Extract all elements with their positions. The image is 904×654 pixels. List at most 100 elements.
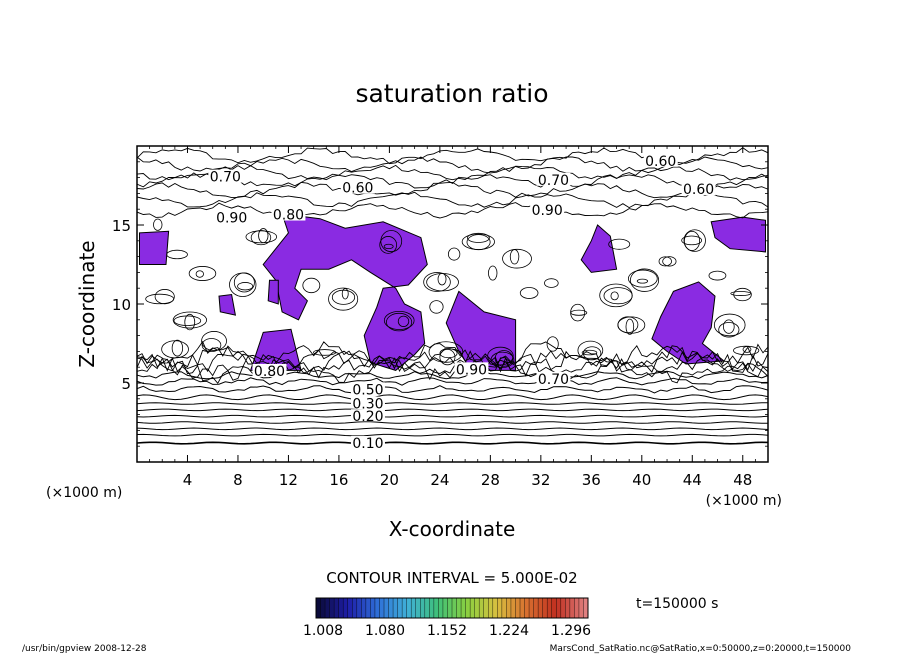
- contour-loop: [488, 265, 498, 281]
- x-axis-label: X-coordinate: [389, 517, 516, 541]
- contour-loop: [617, 316, 639, 334]
- colorbar-strip: [356, 598, 362, 618]
- contour-loop: [570, 303, 586, 322]
- colorbar-strip: [501, 598, 507, 618]
- x-tick-label: 20: [380, 471, 399, 489]
- colorbar-strip: [411, 598, 417, 618]
- y-tick-label: 5: [121, 375, 131, 393]
- contour-loop: [302, 277, 321, 294]
- x-unit-label: (×1000 m): [706, 493, 782, 509]
- contour-loop: [383, 243, 394, 250]
- contour-loop: [487, 346, 514, 366]
- contour-loop: [599, 283, 633, 308]
- contour-label-bg: [252, 363, 287, 377]
- colorbar-strip: [393, 598, 398, 618]
- contour-loop: [742, 346, 752, 353]
- contour-label: 0.80: [273, 208, 304, 224]
- contour-line: [137, 172, 768, 190]
- contour-loop: [519, 287, 539, 299]
- contour-line: [137, 156, 768, 174]
- contour-loop: [237, 282, 254, 291]
- x-tick-label: 40: [632, 471, 651, 489]
- contour-label-bg: [536, 371, 571, 385]
- contour-loop: [546, 336, 559, 352]
- colorbar-strip: [365, 598, 371, 618]
- colorbar-strip: [506, 598, 512, 618]
- contour-loop: [662, 256, 677, 267]
- contour-loop: [161, 340, 189, 359]
- x-tick-label: 32: [531, 471, 550, 489]
- y-tick-label: 10: [112, 296, 131, 314]
- contour-loop: [733, 345, 760, 356]
- saturated-region: [580, 224, 618, 273]
- colorbar-tick-label: 1.080: [365, 623, 405, 639]
- contour-label: 0.90: [532, 203, 563, 219]
- colorbar-strip: [429, 598, 435, 618]
- x-tick-label: 4: [183, 471, 193, 489]
- x-tick-label: 16: [329, 471, 348, 489]
- contour-loop: [461, 233, 495, 250]
- contour-label: 0.70: [538, 372, 569, 388]
- colorbar-tick-label: 1.008: [303, 623, 343, 639]
- colorbar-tick-label: 1.152: [427, 623, 467, 639]
- colorbar-strip: [334, 598, 339, 618]
- contour-loop: [437, 272, 447, 286]
- contour-loop: [608, 238, 631, 250]
- colorbar-strip: [320, 598, 326, 618]
- colorbar: 1.008 1.080 1.152 1.224 1.296: [303, 597, 591, 639]
- contour-line: [137, 191, 768, 209]
- contour-line: [137, 376, 768, 386]
- contour-loop: [383, 310, 415, 330]
- contour-loop: [397, 315, 410, 327]
- colorbar-strip: [424, 598, 430, 618]
- time-label: t=150000 s: [636, 596, 718, 612]
- colorbar-strip: [370, 598, 376, 618]
- colorbar-strip: [438, 598, 444, 618]
- contour-loop: [379, 236, 398, 254]
- contour-loop: [447, 247, 461, 261]
- contour-lines: [137, 147, 768, 445]
- colorbar-strip: [316, 598, 321, 618]
- contour-labels: 0.10 0.200.300.50 0.60 0.70 0.60 0.70 0.60 0.90…: [208, 153, 716, 452]
- contour-loop: [467, 232, 490, 243]
- contour-loop: [439, 349, 456, 366]
- colorbar-strip: [397, 598, 403, 618]
- colorbar-strip: [325, 598, 330, 618]
- x-axis-ticks: 4 8 12 16 20 24 28 32 36 40 44 48: [149, 146, 756, 489]
- contour-label: 0.60: [645, 154, 676, 170]
- contour-loop: [145, 293, 175, 305]
- contour-loop: [386, 312, 413, 332]
- contour-label-bg: [350, 396, 385, 409]
- colorbar-strip: [406, 598, 412, 618]
- contour-loop: [713, 313, 746, 337]
- colorbar-strip: [492, 598, 498, 618]
- contour-loop: [188, 266, 217, 281]
- colorbar-strip: [447, 598, 453, 618]
- colorbar-strip: [452, 598, 457, 618]
- colorbar-strip: [415, 598, 421, 618]
- colorbar-strip: [479, 598, 485, 618]
- footer-source: MarsCond_SatRatio.nc@SatRatio,x=0:50000,…: [550, 644, 852, 654]
- colorbar-strip: [483, 598, 489, 618]
- colorbar-strip: [361, 598, 367, 618]
- contour-label-bg: [681, 182, 716, 196]
- colorbar-strip: [569, 598, 575, 618]
- colorbar-strip: [510, 598, 516, 618]
- contour-loop: [490, 351, 515, 368]
- x-tick-label: 28: [481, 471, 500, 489]
- contour-loop: [733, 287, 752, 302]
- contour-loop: [429, 300, 444, 314]
- colorbar-strip: [456, 598, 462, 618]
- contour-loop: [173, 315, 202, 326]
- colorbar-strip: [465, 598, 471, 618]
- contour-loop: [245, 230, 278, 244]
- saturated-region: [218, 293, 237, 316]
- contour-line: [137, 402, 768, 405]
- contour-loop: [195, 270, 204, 278]
- colorbar-strip: [388, 598, 394, 618]
- contour-loop: [730, 291, 752, 296]
- contour-loop: [718, 322, 740, 338]
- plot-area: 0.10 0.200.300.50 0.60 0.70 0.60 0.70 0.60 0.90…: [137, 147, 768, 452]
- y-unit-label: (×1000 m): [46, 485, 122, 501]
- contour-line: [137, 414, 768, 418]
